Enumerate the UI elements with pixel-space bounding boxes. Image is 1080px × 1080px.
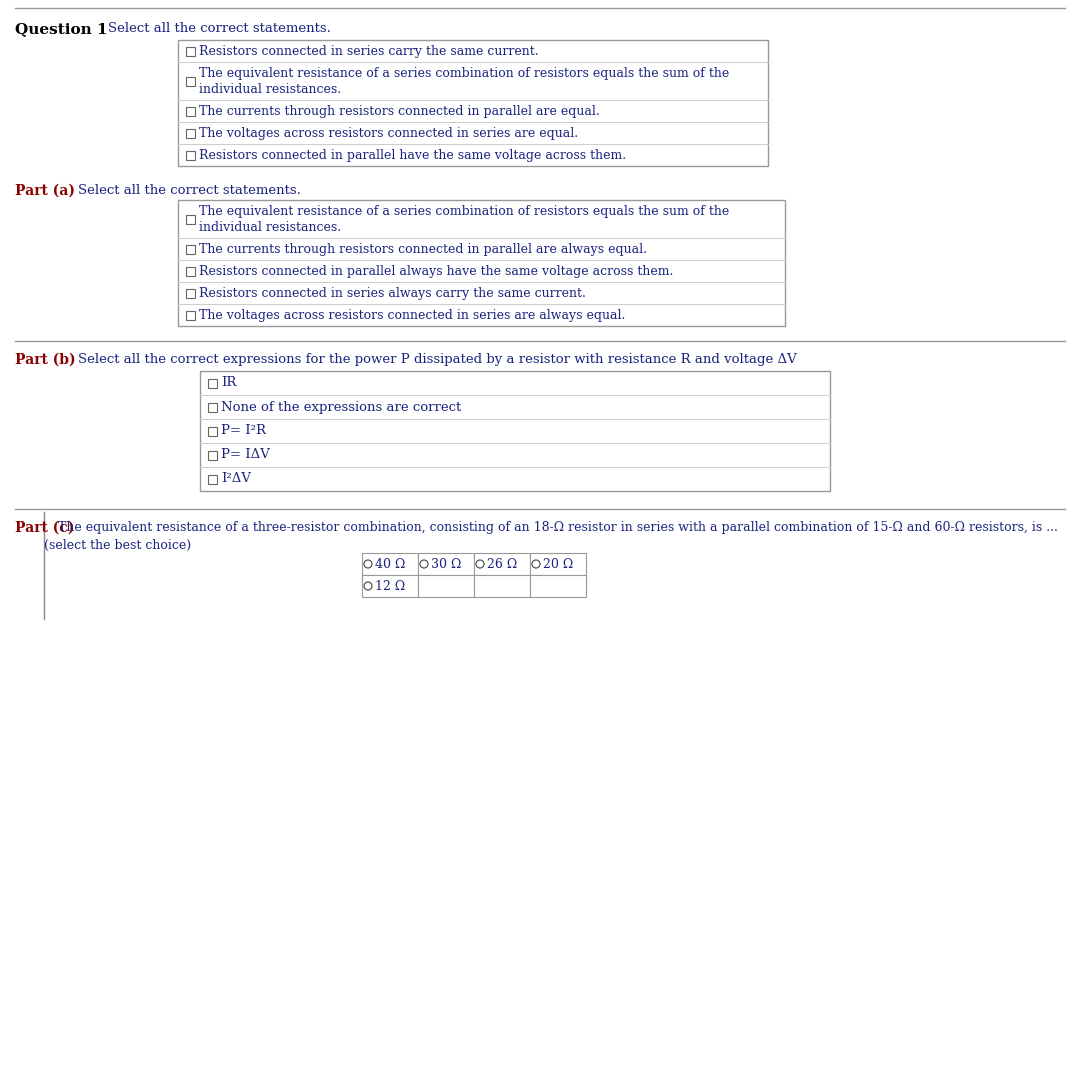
Bar bbox=[474, 575, 530, 597]
Bar bbox=[362, 553, 418, 575]
Text: Question 1: Question 1 bbox=[15, 22, 108, 36]
Bar bbox=[474, 553, 530, 575]
Text: P= I²R: P= I²R bbox=[221, 424, 266, 437]
Text: Resistors connected in series always carry the same current.: Resistors connected in series always car… bbox=[199, 286, 585, 299]
Bar bbox=[208, 378, 217, 388]
Text: 26 Ω: 26 Ω bbox=[487, 557, 517, 570]
Text: The voltages across resistors connected in series are always equal.: The voltages across resistors connected … bbox=[199, 309, 625, 322]
Bar bbox=[362, 575, 418, 597]
Text: I²ΔV: I²ΔV bbox=[221, 473, 251, 486]
Text: Resistors connected in parallel have the same voltage across them.: Resistors connected in parallel have the… bbox=[199, 148, 626, 162]
Bar bbox=[208, 474, 217, 484]
Text: (select the best choice): (select the best choice) bbox=[44, 539, 191, 552]
Text: 30 Ω: 30 Ω bbox=[431, 557, 461, 570]
Text: Part (b): Part (b) bbox=[15, 353, 76, 367]
Bar bbox=[186, 244, 195, 254]
Text: 12 Ω: 12 Ω bbox=[375, 580, 405, 593]
Text: Select all the correct expressions for the power P dissipated by a resistor with: Select all the correct expressions for t… bbox=[78, 353, 797, 366]
Text: 40 Ω: 40 Ω bbox=[375, 557, 405, 570]
Text: P= IΔV: P= IΔV bbox=[221, 448, 270, 461]
Text: individual resistances.: individual resistances. bbox=[199, 83, 341, 96]
Text: The equivalent resistance of a three-resistor combination, consisting of an 18-Ω: The equivalent resistance of a three-res… bbox=[58, 521, 1058, 534]
Text: Select all the correct statements.: Select all the correct statements. bbox=[78, 184, 301, 197]
Text: Select all the correct statements.: Select all the correct statements. bbox=[108, 22, 330, 35]
Bar bbox=[186, 46, 195, 55]
Bar bbox=[208, 427, 217, 435]
Bar bbox=[208, 403, 217, 411]
Text: The equivalent resistance of a series combination of resistors equals the sum of: The equivalent resistance of a series co… bbox=[199, 67, 729, 80]
Text: The currents through resistors connected in parallel are always equal.: The currents through resistors connected… bbox=[199, 243, 647, 256]
Bar bbox=[530, 575, 586, 597]
Bar bbox=[186, 77, 195, 85]
Text: The voltages across resistors connected in series are equal.: The voltages across resistors connected … bbox=[199, 126, 578, 139]
Bar bbox=[530, 553, 586, 575]
Bar bbox=[418, 553, 474, 575]
Bar bbox=[186, 267, 195, 275]
Bar bbox=[178, 40, 768, 166]
Text: Resistors connected in series carry the same current.: Resistors connected in series carry the … bbox=[199, 44, 539, 57]
Text: Part (a): Part (a) bbox=[15, 184, 75, 198]
Bar bbox=[208, 450, 217, 459]
Bar bbox=[186, 129, 195, 137]
Text: None of the expressions are correct: None of the expressions are correct bbox=[221, 401, 461, 414]
Bar bbox=[186, 215, 195, 224]
Bar bbox=[200, 372, 831, 491]
Text: IR: IR bbox=[221, 377, 237, 390]
Text: 20 Ω: 20 Ω bbox=[543, 557, 573, 570]
Text: Resistors connected in parallel always have the same voltage across them.: Resistors connected in parallel always h… bbox=[199, 265, 673, 278]
Text: Part (c): Part (c) bbox=[15, 521, 75, 535]
Bar bbox=[186, 288, 195, 297]
Bar bbox=[178, 200, 785, 326]
Text: The currents through resistors connected in parallel are equal.: The currents through resistors connected… bbox=[199, 105, 599, 118]
Bar bbox=[186, 311, 195, 320]
Bar bbox=[186, 107, 195, 116]
Bar bbox=[418, 575, 474, 597]
Bar bbox=[186, 150, 195, 160]
Text: individual resistances.: individual resistances. bbox=[199, 221, 341, 234]
Text: The equivalent resistance of a series combination of resistors equals the sum of: The equivalent resistance of a series co… bbox=[199, 205, 729, 218]
